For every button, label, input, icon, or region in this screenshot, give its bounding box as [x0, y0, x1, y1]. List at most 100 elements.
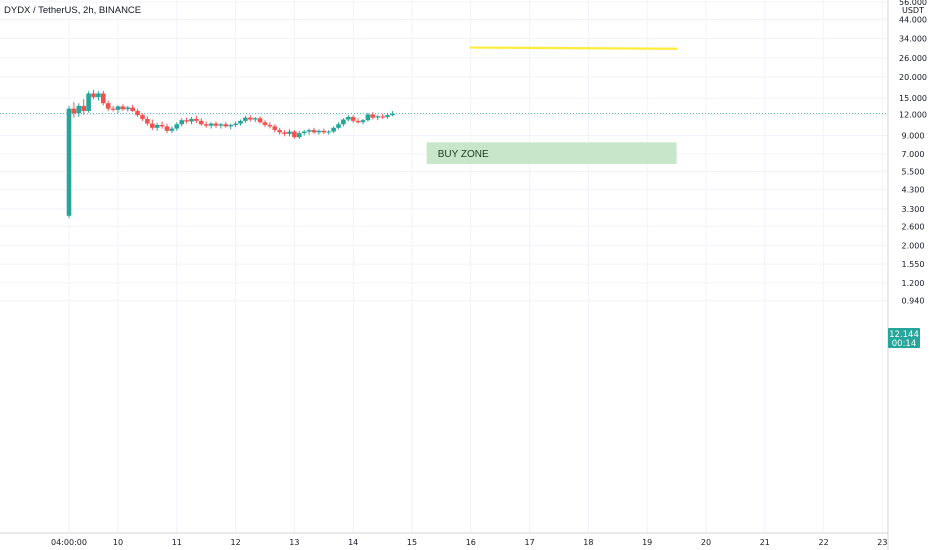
- candle-body: [390, 113, 395, 116]
- candle-body: [125, 107, 131, 110]
- candle-body: [233, 123, 238, 125]
- candle-body: [154, 124, 160, 128]
- candle-body: [164, 126, 170, 131]
- symbol-title[interactable]: DYDX / TetherUS, 2h, BINANCE: [4, 5, 141, 16]
- candle-body: [267, 124, 273, 127]
- candle-body: [174, 124, 180, 129]
- candle-body: [81, 105, 86, 111]
- candle-body: [105, 103, 111, 109]
- candle-body: [159, 124, 165, 127]
- candle-body: [179, 120, 184, 125]
- time-tick-label: 18: [583, 538, 593, 547]
- time-tick-label: 19: [642, 538, 652, 547]
- price-tick-label: 15.000: [899, 94, 927, 103]
- symbol-interval: 2h: [83, 5, 94, 16]
- candle-body: [346, 116, 351, 120]
- time-axis[interactable]: 04:00:00 10 11 12 13 14 15 16 17 18 19 20 21 22 23: [51, 538, 887, 547]
- price-tick-label: 1.200: [902, 279, 925, 288]
- candle-body: [189, 118, 194, 122]
- candle-body: [71, 108, 77, 114]
- price-tick-label: 0.940: [902, 297, 925, 306]
- price-tick-label: 5.500: [902, 168, 925, 177]
- time-tick-label: 17: [525, 538, 535, 547]
- candle-body: [262, 122, 268, 125]
- price-tick-label: 2.600: [902, 222, 925, 231]
- candle-body: [76, 105, 82, 114]
- candle-body: [150, 123, 155, 128]
- price-tick-label: 56.000: [899, 0, 927, 7]
- candle-body: [86, 93, 91, 111]
- candle-body: [272, 126, 278, 131]
- candle-body: [331, 127, 336, 132]
- price-tick-label: 1.550: [902, 260, 925, 269]
- candle-body: [252, 118, 258, 120]
- candle-body: [301, 131, 307, 134]
- candle-body: [326, 131, 331, 133]
- last-price-label: 12.144 00:14: [888, 328, 920, 349]
- bar-countdown: 00:14: [892, 339, 917, 349]
- candle-body: [218, 124, 224, 126]
- buy-zone[interactable]: [426, 142, 677, 164]
- candle-body: [223, 124, 229, 127]
- price-tick-label: 4.300: [902, 186, 925, 195]
- candle-body: [316, 130, 322, 133]
- candle-body: [130, 107, 135, 111]
- candle-body: [120, 106, 126, 110]
- candle-body: [208, 123, 214, 126]
- time-tick-label: 15: [407, 538, 417, 547]
- time-tick-label: 04:00:00: [51, 538, 87, 547]
- candle-body: [306, 130, 312, 132]
- price-tick-label: 34.000: [899, 34, 927, 43]
- candle-body: [115, 106, 121, 110]
- candle-body: [243, 117, 248, 121]
- time-tick-label: 22: [819, 538, 829, 547]
- candle-body: [385, 115, 390, 117]
- candle-body: [169, 128, 175, 131]
- candle-body: [375, 116, 380, 118]
- symbol-name: DYDX / TetherUS: [4, 5, 78, 16]
- chart-grid: [0, 0, 888, 533]
- candle-body: [282, 132, 287, 134]
- resistance-lines[interactable]: [469, 0, 678, 50]
- time-tick-label: 23: [877, 538, 887, 547]
- time-tick-label: 21: [760, 538, 770, 547]
- price-tick-label: 9.000: [902, 132, 925, 141]
- time-tick-label: 12: [231, 538, 241, 547]
- resistance-line[interactable]: [469, 46, 678, 50]
- symbol-exchange: BINANCE: [98, 5, 142, 16]
- price-axis-unit: USDT: [902, 6, 924, 15]
- candlestick-series[interactable]: [66, 89, 395, 219]
- buy-zone-label: BUY ZONE: [438, 149, 489, 160]
- candle-body: [336, 124, 341, 128]
- candle-body: [311, 130, 317, 133]
- last-price-value: 12.144: [889, 330, 919, 340]
- candle-body: [350, 116, 356, 121]
- candle-body: [238, 120, 243, 124]
- candle-body: [184, 120, 189, 122]
- candle-body: [145, 118, 150, 124]
- candle-body: [360, 120, 366, 123]
- candle-body: [287, 131, 292, 134]
- candle-body: [194, 118, 199, 121]
- candle-body: [91, 93, 96, 98]
- last-price-badge: [888, 328, 920, 348]
- candle-body: [96, 93, 101, 98]
- time-tick-label: 13: [289, 538, 299, 547]
- candle-body: [365, 114, 371, 121]
- candle-body: [66, 108, 72, 216]
- candle-body: [135, 110, 140, 116]
- candle-body: [228, 124, 233, 127]
- candle-body: [380, 116, 385, 118]
- candle-body: [341, 119, 346, 125]
- price-tick-label: 20.000: [899, 73, 927, 82]
- candle-body: [248, 117, 253, 120]
- time-tick-label: 16: [466, 538, 476, 547]
- price-axis[interactable]: 1000.000760.000585.000445.000345.000265.…: [894, 0, 932, 306]
- price-tick-label: 12.000: [899, 111, 927, 120]
- time-tick-label: 10: [113, 538, 123, 547]
- candle-body: [140, 115, 145, 119]
- candle-body: [321, 130, 327, 133]
- candle-body: [213, 123, 219, 126]
- price-tick-label: 44.000: [899, 16, 927, 25]
